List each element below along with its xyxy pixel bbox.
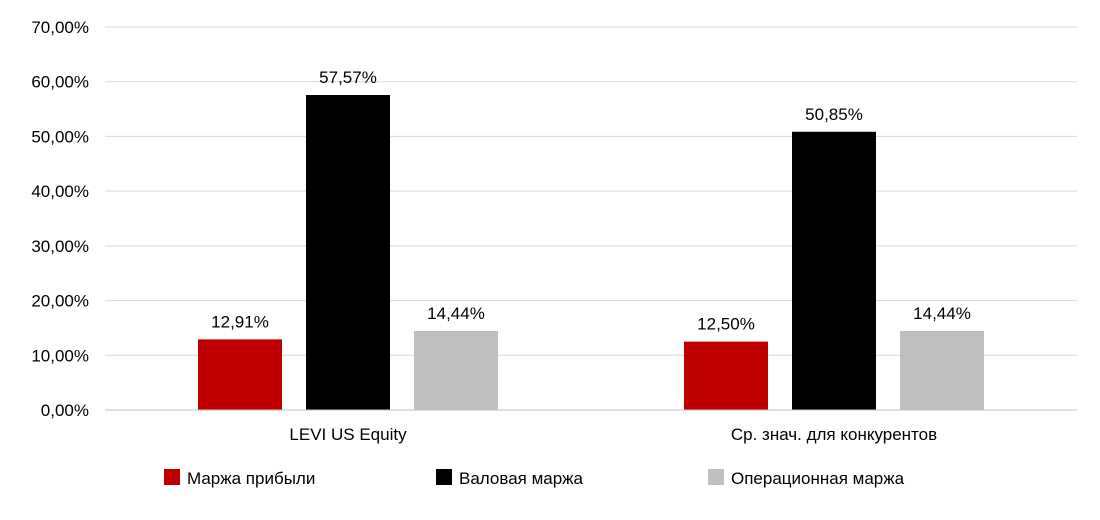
y-tick-label: 60,00% xyxy=(31,73,89,92)
data-label: 50,85% xyxy=(805,105,863,124)
y-tick-label: 40,00% xyxy=(31,182,89,201)
data-labels: 12,91% 57,57% 14,44% 12,50% 50,85% 14,44% xyxy=(211,68,971,334)
bar xyxy=(306,95,390,410)
bar xyxy=(198,339,282,410)
data-label: 12,50% xyxy=(697,315,755,334)
y-tick-label: 50,00% xyxy=(31,127,89,146)
data-label: 14,44% xyxy=(913,304,971,323)
data-label: 12,91% xyxy=(211,312,269,331)
y-tick-label: 0,00% xyxy=(41,401,89,420)
x-axis: LEVI US Equity Ср. знач. для конкурентов xyxy=(105,409,1077,444)
y-tick-label: 70,00% xyxy=(31,18,89,37)
y-tick-label: 10,00% xyxy=(31,346,89,365)
legend-swatch xyxy=(708,469,724,485)
legend: Маржа прибыли Валовая маржа Операционная м… xyxy=(164,469,905,488)
x-tick-label: Ср. знач. для конкурентов xyxy=(731,425,937,444)
y-tick-label: 20,00% xyxy=(31,292,89,311)
legend-swatch xyxy=(436,469,452,485)
y-tick-label: 30,00% xyxy=(31,237,89,256)
bar xyxy=(684,341,768,410)
x-tick-label: LEVI US Equity xyxy=(289,425,407,444)
data-label: 14,44% xyxy=(427,304,485,323)
bar xyxy=(792,131,876,410)
data-label: 57,57% xyxy=(319,68,377,87)
y-axis: 0,00% 10,00% 20,00% 30,00% 40,00% 50,00% 60,00… xyxy=(31,18,89,420)
legend-label: Операционная маржа xyxy=(731,469,905,488)
legend-label: Валовая маржа xyxy=(459,469,584,488)
legend-label: Маржа прибыли xyxy=(187,469,315,488)
bars xyxy=(198,95,984,410)
bar xyxy=(414,330,498,410)
gridlines xyxy=(105,26,1077,356)
legend-swatch xyxy=(164,469,180,485)
bar xyxy=(900,330,984,410)
